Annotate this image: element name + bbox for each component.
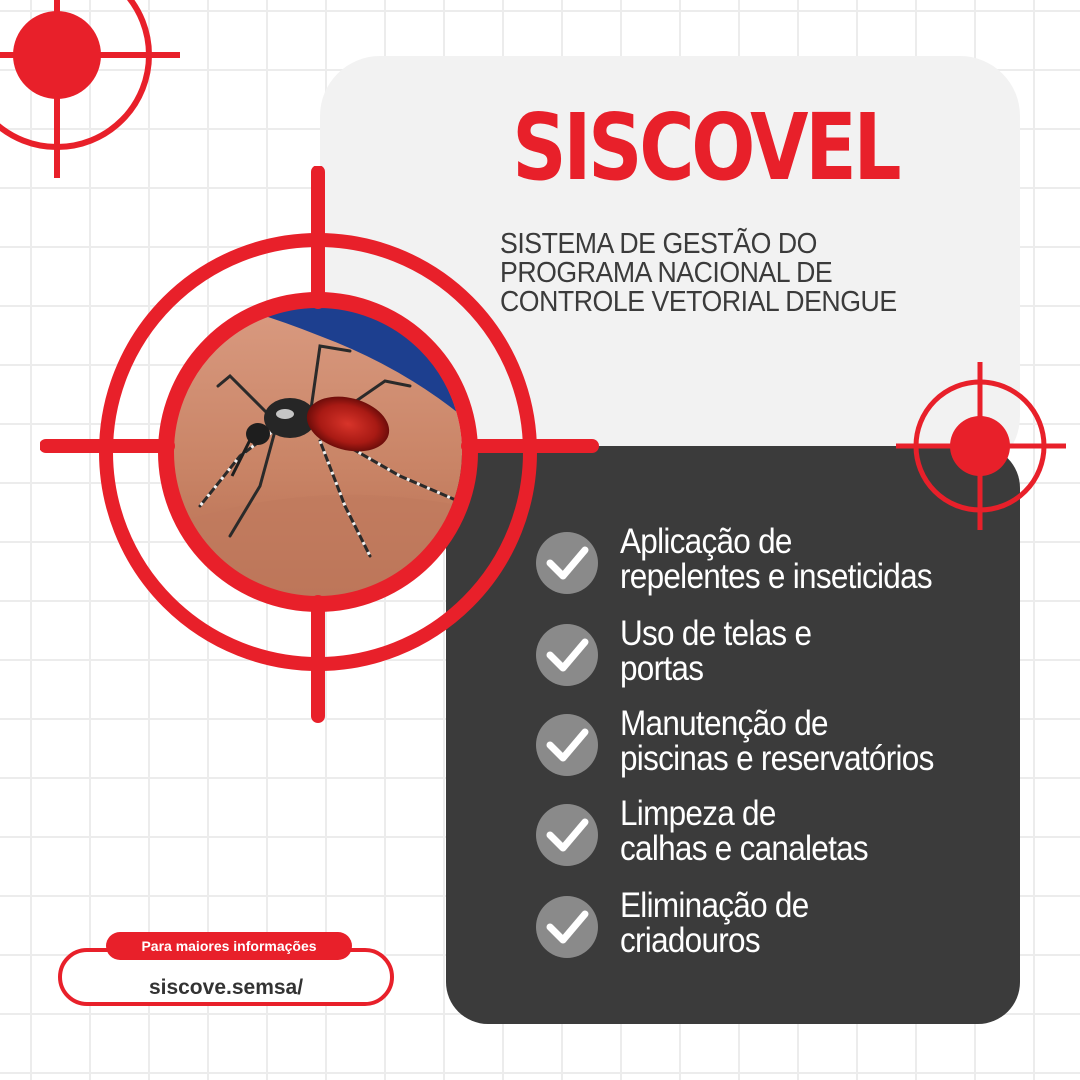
info-label: Para maiores informações xyxy=(106,932,352,960)
subtitle-line: PROGRAMA NACIONAL DE xyxy=(500,257,833,289)
checkmark-icon xyxy=(536,804,598,866)
checkmark-icon xyxy=(536,896,598,958)
list-item: Aplicação de repelentes e inseticidas xyxy=(536,524,1006,604)
subtitle-line: CONTROLE VETORIAL DENGUE xyxy=(500,286,897,318)
list-item-text: piscinas e reservatórios xyxy=(620,739,934,778)
crosshair-icon xyxy=(896,362,1066,530)
list-item: Eliminação de criadouros xyxy=(536,888,1006,968)
list-item-text: criadouros xyxy=(620,921,761,960)
list-item-text: calhas e canaletas xyxy=(620,829,869,868)
checkmark-icon xyxy=(536,624,598,686)
list-item: Uso de telas e portas xyxy=(536,616,1006,696)
list-item-text: Manutenção de xyxy=(620,704,829,743)
list-item-text: repelentes e inseticidas xyxy=(620,557,933,596)
page-title: SISCOVEL xyxy=(512,94,901,201)
list-item-text: Eliminação de xyxy=(620,886,809,925)
crosshair-icon xyxy=(0,0,180,178)
list-item-text: portas xyxy=(620,649,704,688)
list-item-text: Uso de telas e xyxy=(620,614,812,653)
list-item-text: Limpeza de xyxy=(620,794,776,833)
list-item-text: Aplicação de xyxy=(620,522,792,561)
mosquito-photo xyxy=(170,306,462,598)
checkmark-icon xyxy=(536,714,598,776)
crosshair-icon xyxy=(40,166,599,723)
page-subtitle: SISTEMA DE GESTÃO DO PROGRAMA NACIONAL D… xyxy=(500,230,923,317)
subtitle-line: SISTEMA DE GESTÃO DO xyxy=(500,228,817,260)
list-item: Manutenção de piscinas e reservatórios xyxy=(536,706,1006,786)
checkmark-icon xyxy=(536,532,598,594)
list-item: Limpeza de calhas e canaletas xyxy=(536,796,1006,876)
